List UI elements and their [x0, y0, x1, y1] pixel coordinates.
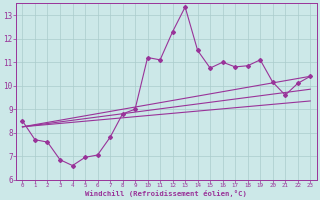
X-axis label: Windchill (Refroidissement éolien,°C): Windchill (Refroidissement éolien,°C) [85, 190, 247, 197]
